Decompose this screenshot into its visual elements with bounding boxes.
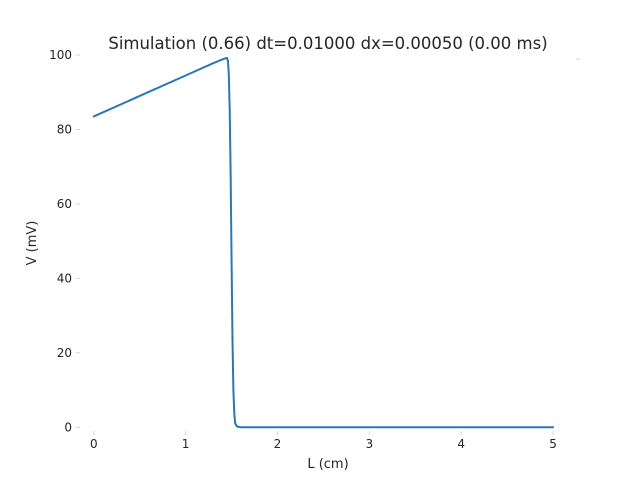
x-tick-label: 3: [366, 437, 374, 451]
x-tick-label: 5: [549, 437, 557, 451]
x-axis: 0 1 2 3 4 5: [90, 431, 557, 451]
y-tick-label: 20: [57, 346, 72, 360]
x-axis-label: L (cm): [307, 457, 348, 472]
x-tick-label: 2: [274, 437, 282, 451]
y-tick-label: 40: [57, 271, 72, 285]
y-tick-label: 80: [57, 122, 72, 136]
x-tick-label: 4: [457, 437, 465, 451]
y-axis: 0 20 40 60 80 100: [49, 48, 80, 434]
y-tick-label: 100: [49, 48, 72, 62]
y-axis-label: V (mV): [25, 221, 40, 266]
chart-title: Simulation (0.66) dt=0.01000 dx=0.00050 …: [108, 34, 547, 53]
series-line: [92, 56, 555, 429]
y-tick-label: 60: [57, 197, 72, 211]
y-tick-label: 0: [64, 420, 72, 434]
x-tick-label: 1: [182, 437, 190, 451]
x-tick-label: 0: [90, 437, 98, 451]
